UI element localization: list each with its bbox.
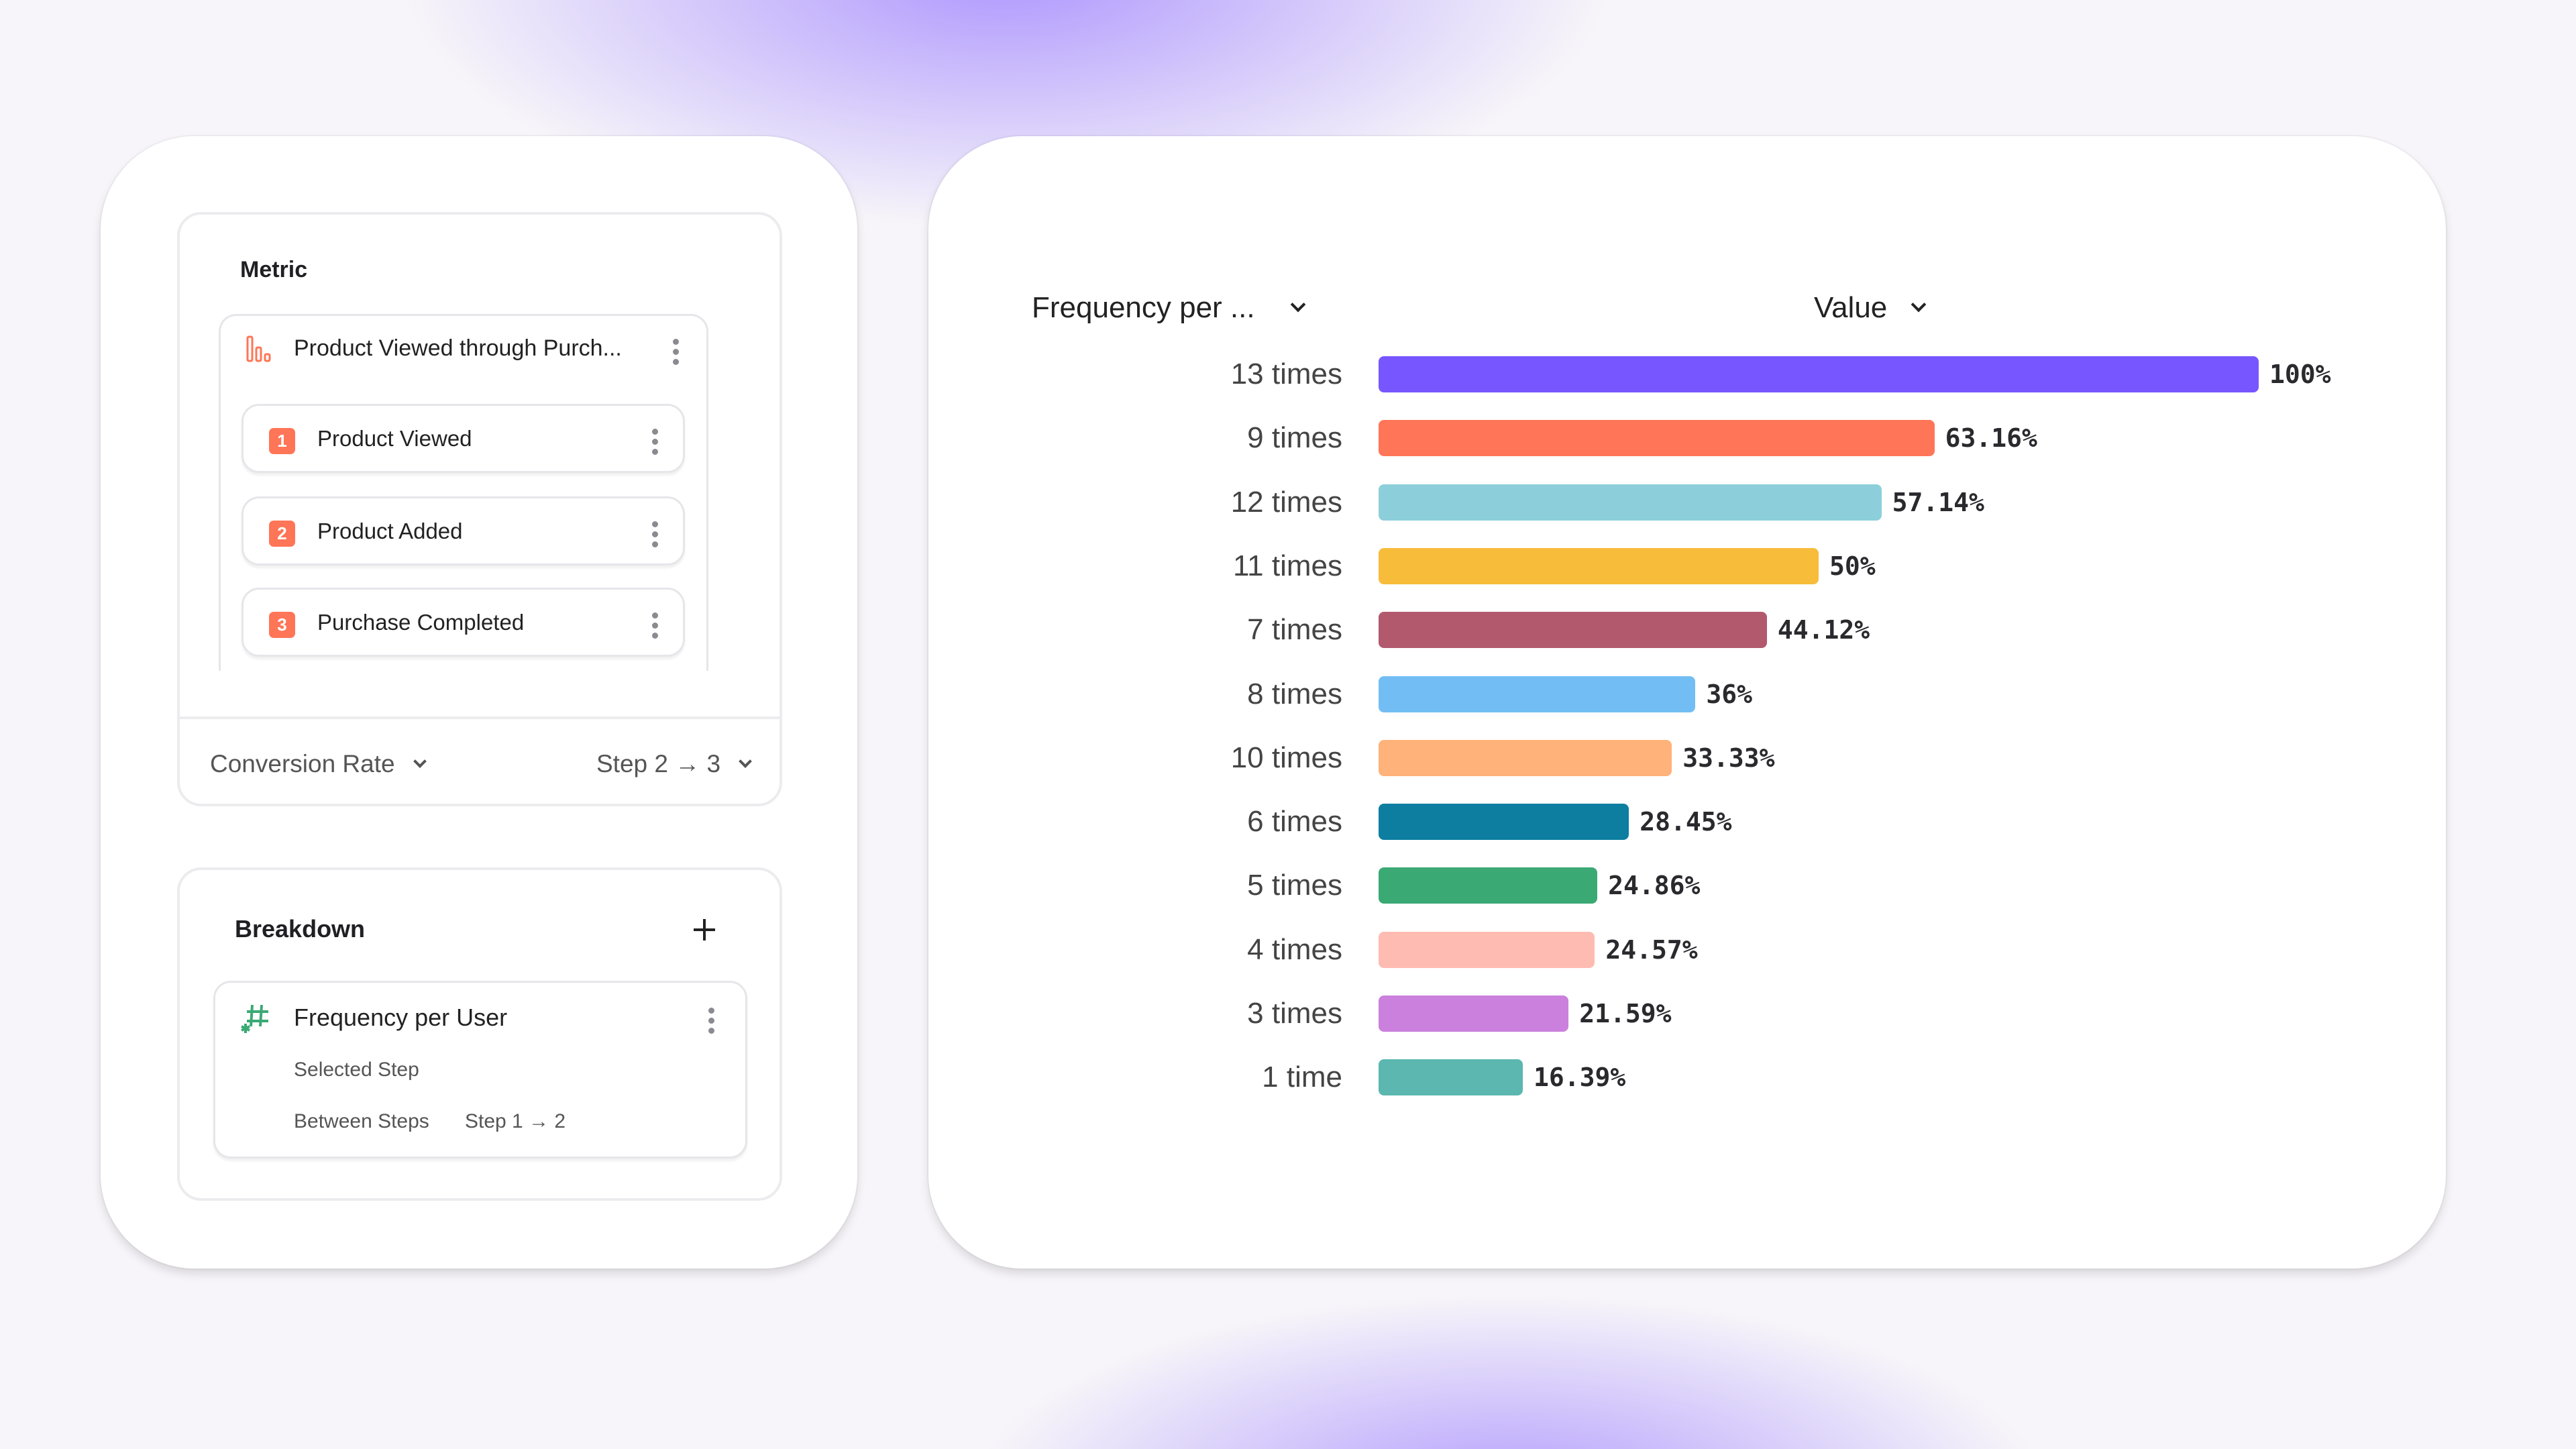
value-label: 16.39% bbox=[1534, 1063, 1626, 1093]
bar[interactable] bbox=[1379, 931, 1595, 968]
funnel-step-3[interactable]: 3 Purchase Completed bbox=[241, 588, 685, 657]
value-label: 44.12% bbox=[1777, 615, 1870, 645]
step-more-icon[interactable] bbox=[652, 521, 659, 547]
step-range-dropdown[interactable]: Step 2 → 3 bbox=[596, 750, 753, 778]
value-label: 36% bbox=[1706, 679, 1752, 709]
bar[interactable] bbox=[1379, 484, 1882, 521]
measure-dropdown[interactable]: Conversion Rate bbox=[210, 750, 427, 778]
step-range-value: Step 2 → 3 bbox=[596, 750, 721, 777]
value-column-header[interactable]: Value bbox=[1814, 291, 1926, 325]
chevron-down-icon bbox=[1911, 297, 1926, 313]
category-label: 11 times bbox=[1232, 549, 1342, 582]
value-label: 24.57% bbox=[1605, 934, 1698, 965]
value-header-label: Value bbox=[1814, 291, 1888, 324]
category-label: 12 times bbox=[1230, 485, 1342, 519]
between-steps-value[interactable]: Step 1 → 2 bbox=[465, 1110, 566, 1132]
category-label: 3 times bbox=[1247, 997, 1342, 1030]
step-more-icon[interactable] bbox=[652, 612, 659, 639]
bar[interactable] bbox=[1379, 676, 1696, 712]
category-label: 10 times bbox=[1230, 741, 1342, 774]
chevron-down-icon bbox=[1290, 297, 1306, 313]
value-label: 100% bbox=[2269, 360, 2331, 389]
metric-title: Metric bbox=[240, 257, 308, 282]
value-label: 63.16% bbox=[1945, 423, 2037, 453]
bar[interactable] bbox=[1379, 996, 1569, 1032]
category-label: 4 times bbox=[1247, 932, 1342, 966]
category-label: 9 times bbox=[1247, 421, 1342, 455]
category-label: 1 time bbox=[1262, 1061, 1342, 1094]
value-label: 21.59% bbox=[1579, 999, 1672, 1028]
bar[interactable] bbox=[1379, 420, 1935, 457]
category-label: 7 times bbox=[1247, 613, 1342, 647]
breakdown-item-label: Frequency per User bbox=[294, 1004, 508, 1031]
bar-chart: 13 times 100% 9 times 63.16% 12 times 57.14% 1… bbox=[1231, 356, 2331, 1134]
funnel-more-icon[interactable] bbox=[673, 339, 680, 365]
category-header-label: Frequency per ... bbox=[1032, 291, 1255, 324]
bar[interactable] bbox=[1379, 739, 1672, 776]
category-label: 5 times bbox=[1247, 869, 1342, 902]
step-label: Product Added bbox=[317, 519, 463, 543]
between-steps-label: Between Steps bbox=[294, 1110, 429, 1132]
plus-icon[interactable] bbox=[692, 918, 716, 942]
value-label: 28.45% bbox=[1640, 807, 1732, 837]
step-more-icon[interactable] bbox=[652, 429, 659, 455]
category-label: 8 times bbox=[1247, 677, 1342, 710]
hash-icon bbox=[239, 1002, 271, 1034]
value-label: 24.86% bbox=[1608, 871, 1701, 901]
category-column-header[interactable]: Frequency per ... bbox=[1032, 291, 1306, 325]
funnel-bars-icon bbox=[246, 335, 274, 362]
bar[interactable] bbox=[1379, 804, 1629, 841]
measure-value: Conversion Rate bbox=[210, 750, 395, 777]
value-label: 57.14% bbox=[1892, 487, 1984, 517]
bar[interactable] bbox=[1379, 867, 1598, 904]
bar[interactable] bbox=[1379, 1059, 1523, 1096]
step-number-badge: 3 bbox=[269, 612, 295, 638]
funnel-group bbox=[219, 314, 708, 671]
metric-footer-divider bbox=[180, 716, 780, 719]
funnel-name[interactable]: Product Viewed through Purch... bbox=[294, 335, 622, 361]
step-number-badge: 2 bbox=[269, 521, 295, 547]
breakdown-title: Breakdown bbox=[235, 915, 366, 943]
bar[interactable] bbox=[1379, 612, 1767, 649]
breakdown-more-icon[interactable] bbox=[708, 1008, 715, 1034]
breakdown-item[interactable] bbox=[213, 981, 747, 1159]
funnel-step-1[interactable]: 1 Product Viewed bbox=[241, 404, 685, 473]
category-label: 13 times bbox=[1230, 358, 1342, 390]
value-label: 33.33% bbox=[1682, 743, 1775, 773]
selected-step-label: Selected Step bbox=[294, 1059, 419, 1081]
funnel-step-2[interactable]: 2 Product Added bbox=[241, 496, 685, 566]
bar[interactable] bbox=[1379, 547, 1819, 584]
category-label: 6 times bbox=[1247, 805, 1342, 839]
value-label: 50% bbox=[1829, 551, 1876, 581]
step-number-badge: 1 bbox=[269, 428, 295, 454]
step-label: Purchase Completed bbox=[317, 610, 525, 635]
step-label: Product Viewed bbox=[317, 426, 472, 451]
breakdown-section bbox=[177, 867, 782, 1201]
bar[interactable] bbox=[1379, 356, 2259, 392]
